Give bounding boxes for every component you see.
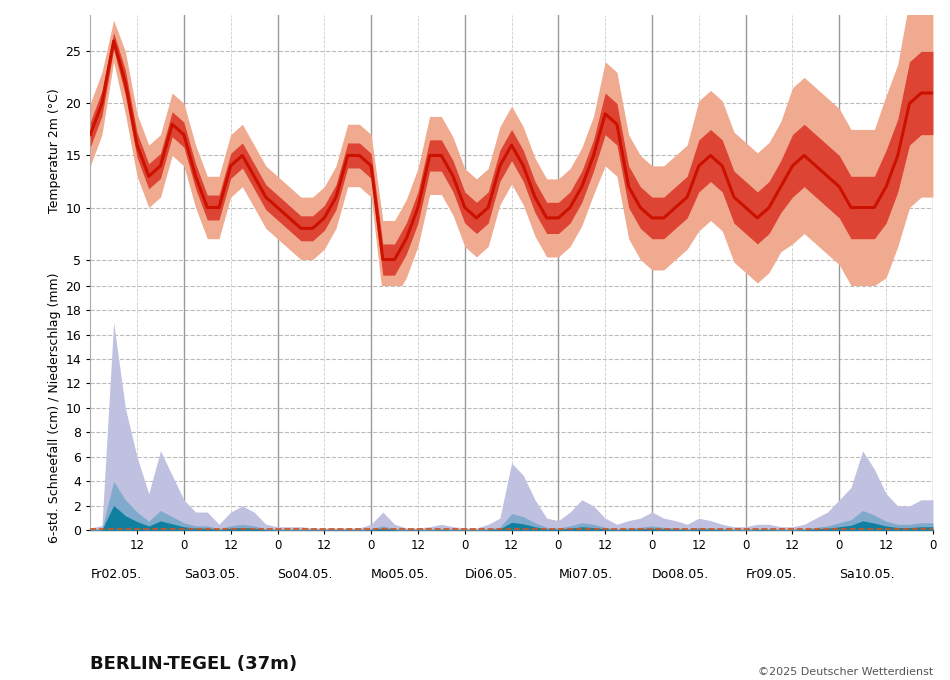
Text: Fr09.05.: Fr09.05. — [746, 568, 797, 581]
Text: BERLIN-TEGEL (37m): BERLIN-TEGEL (37m) — [90, 656, 297, 673]
Y-axis label: 6-std. Schneefall (cm) / Niederschlag (mm): 6-std. Schneefall (cm) / Niederschlag (m… — [48, 273, 61, 543]
Text: Di06.05.: Di06.05. — [465, 568, 518, 581]
Text: Sa10.05.: Sa10.05. — [839, 568, 895, 581]
Y-axis label: Temperatur 2m (°C): Temperatur 2m (°C) — [48, 88, 61, 213]
Text: Mi07.05.: Mi07.05. — [559, 568, 613, 581]
Text: Fr02.05.: Fr02.05. — [90, 568, 142, 581]
Text: Mo05.05.: Mo05.05. — [371, 568, 429, 581]
Text: ©2025 Deutscher Wetterdienst: ©2025 Deutscher Wetterdienst — [758, 666, 933, 677]
Text: Do08.05.: Do08.05. — [652, 568, 710, 581]
Text: Sa03.05.: Sa03.05. — [184, 568, 239, 581]
Text: So04.05.: So04.05. — [277, 568, 333, 581]
